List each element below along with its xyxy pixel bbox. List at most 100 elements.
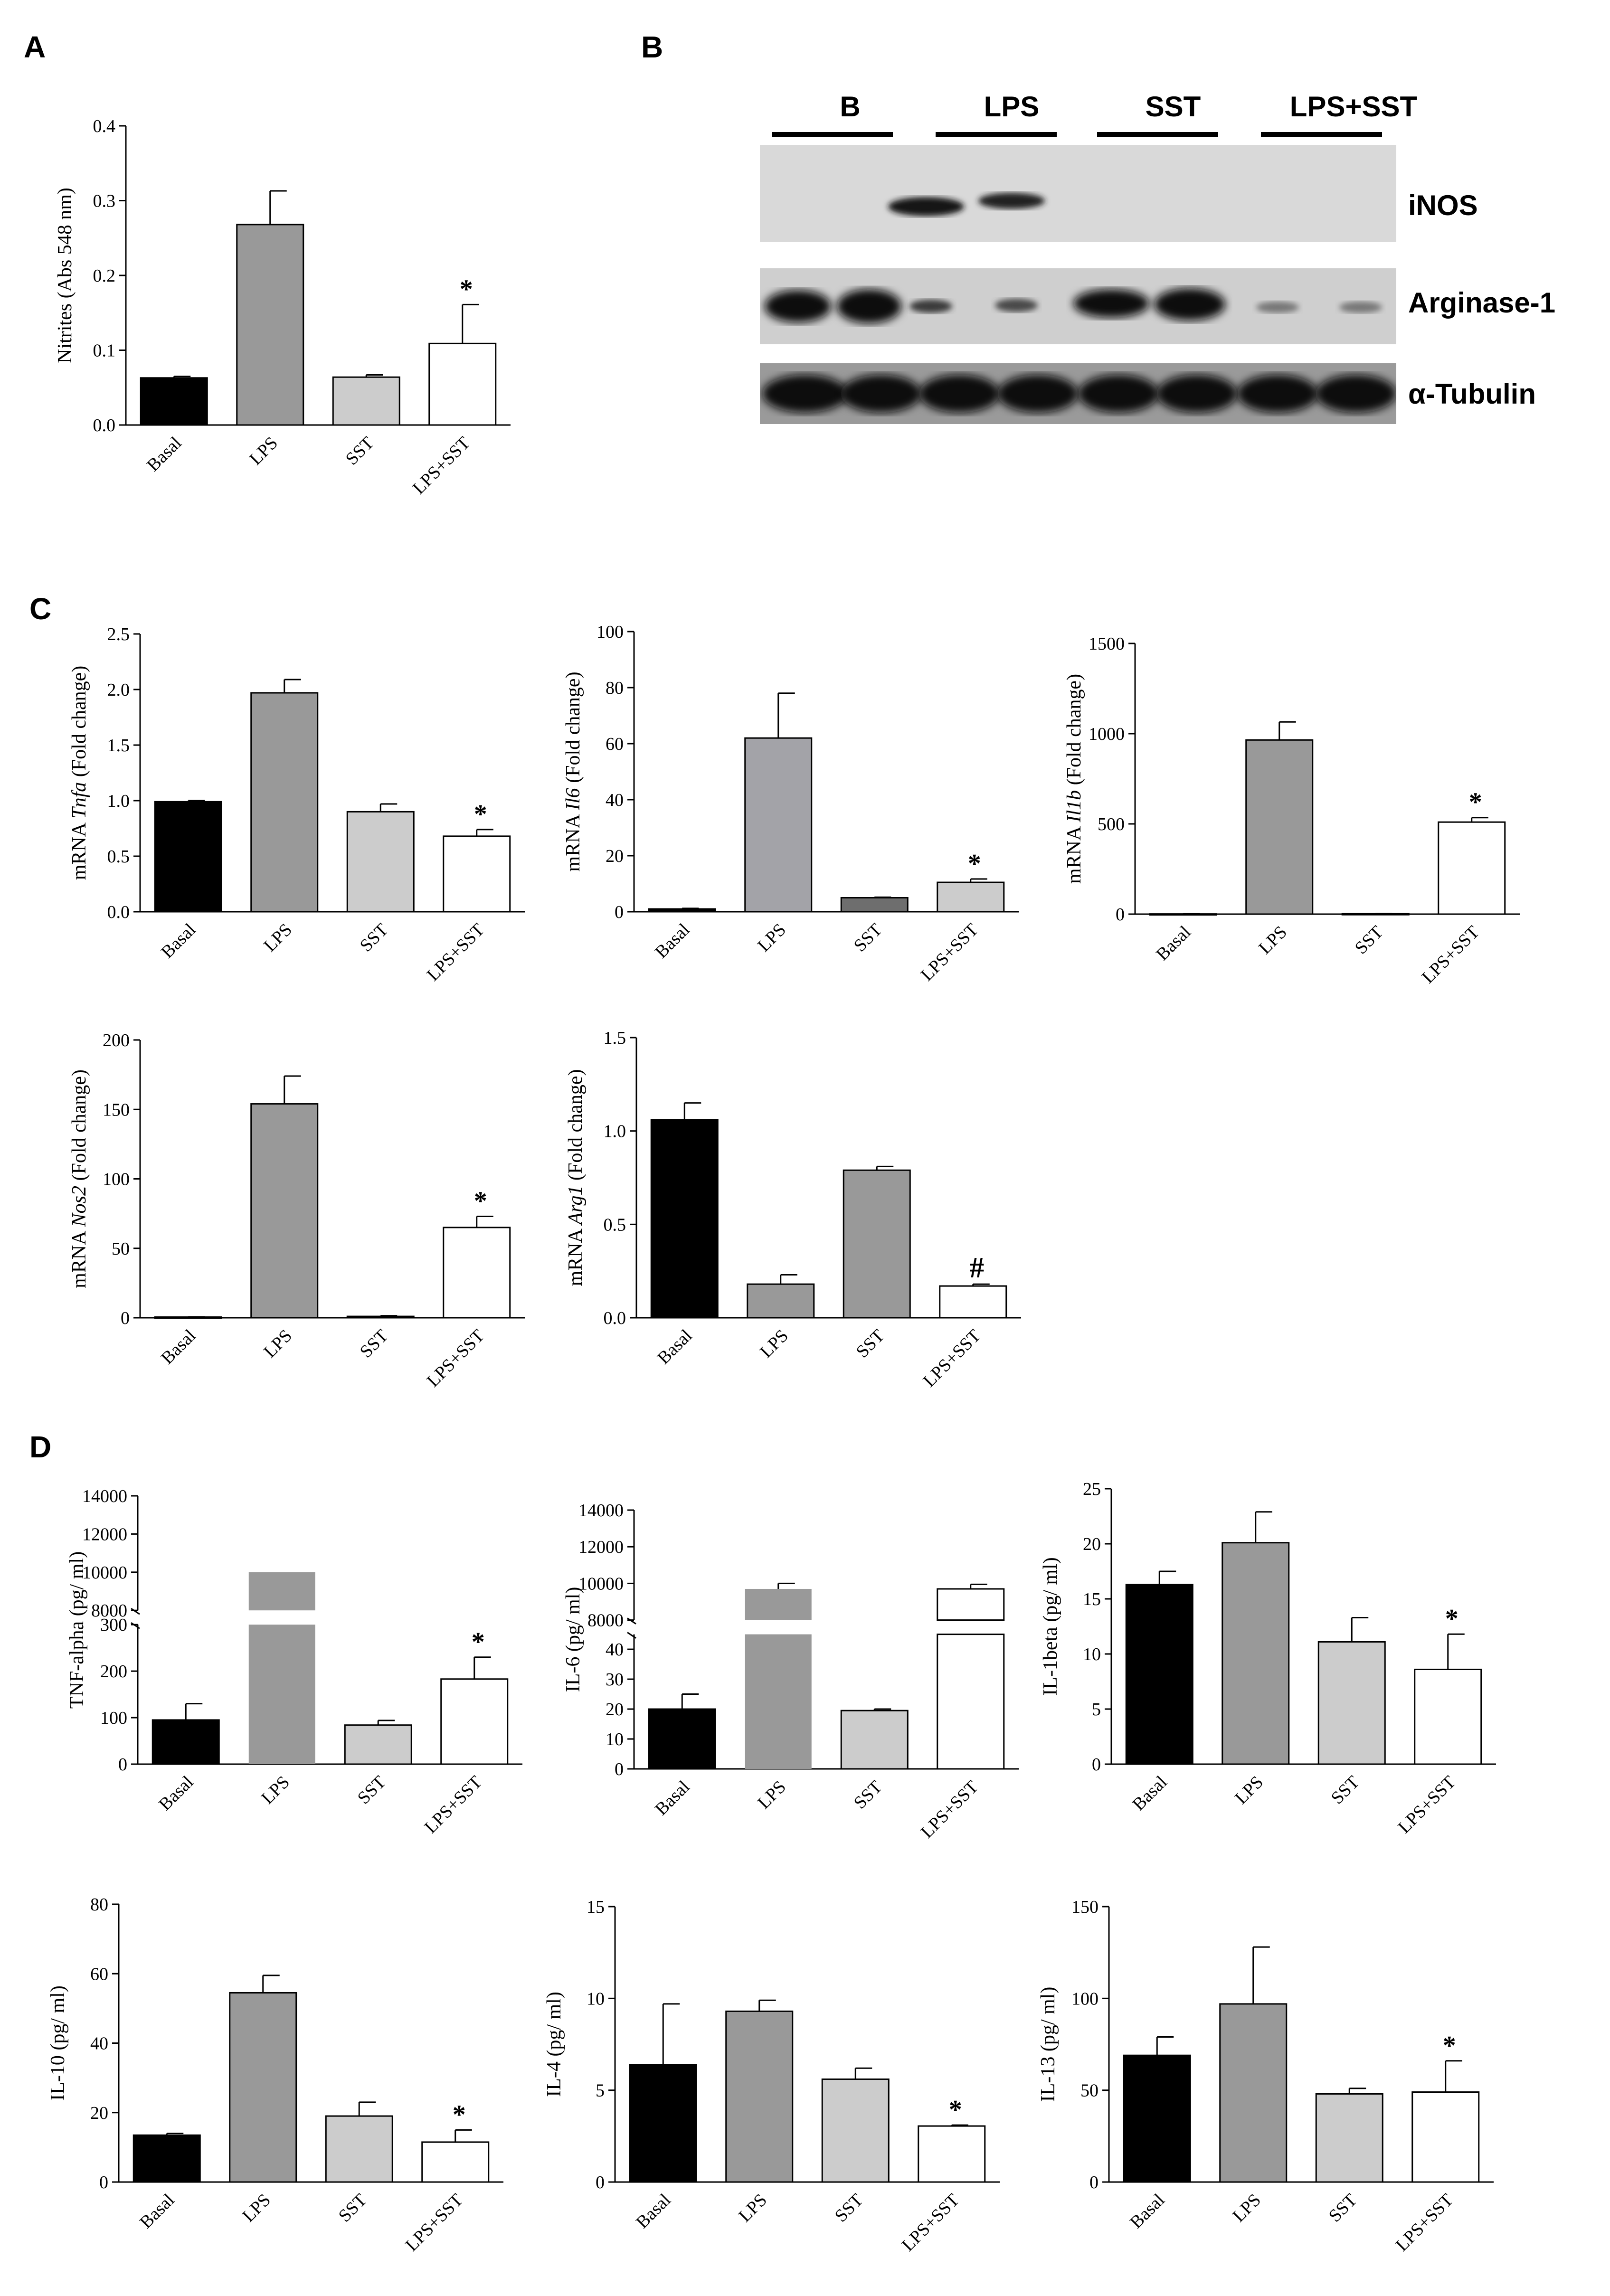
x-tick-label: SST [1325, 2190, 1361, 2226]
x-tick-label: LPS [756, 1326, 792, 1362]
bar-lps-sst [440, 1678, 509, 1765]
y-tick-label: 30 [606, 1670, 624, 1690]
y-tick-label: 20 [90, 2103, 108, 2123]
y-tick-label: 20 [606, 846, 624, 866]
x-tick-label: SST [354, 1772, 390, 1808]
y-tick-label: 150 [1071, 1897, 1099, 1917]
bar-basal [133, 2134, 201, 2183]
x-tick-label: LPS [238, 2190, 275, 2226]
x-tick-label: LPS+SST [409, 433, 474, 498]
significance-mark: * [1469, 788, 1482, 817]
bar-basal [154, 801, 222, 913]
x-tick-label: LPS+SST [1394, 1772, 1459, 1837]
y-tick-label: 15 [1083, 1589, 1101, 1609]
y-tick-label: 40 [606, 790, 624, 810]
bar-sst [346, 811, 415, 913]
bar-sst [840, 1710, 909, 1770]
arg-band-2 [837, 289, 901, 323]
panel-letter-d: D [29, 1430, 52, 1464]
bar-lps [725, 2010, 794, 2183]
significance-mark: * [1445, 1604, 1458, 1634]
arg-band-3 [909, 300, 952, 313]
inos-strip [760, 145, 1396, 242]
chart-d-il1beta: 0 5 10 15 20 25 IL-1beta (pg/ ml) Basal LPS SST * L… [1040, 1479, 1496, 1837]
bar-basal [1125, 1584, 1193, 1765]
x-tick-label: LPS [754, 1777, 790, 1813]
lane-line-sst [1097, 132, 1218, 137]
y-tick-label: 40 [90, 2034, 108, 2054]
y-axis-label: mRNA Arg1 (Fold change) [565, 1069, 587, 1286]
y-tick-label: 20 [606, 1700, 624, 1720]
y-tick-label: 100 [597, 622, 624, 642]
y-tick-label: 0.1 [93, 341, 116, 361]
bar-sst [1315, 2093, 1383, 2183]
chart-a-nitrites: 0.0 0.1 0.2 0.3 0.4 Nitrites (Abs 548 nm) Basa… [54, 116, 511, 498]
significance-mark: * [474, 800, 487, 829]
y-axis-label-part: Arg1 [565, 1185, 587, 1226]
chart-d-il6: 0 10 20 30 40 8000 10000 12000 14000 IL-6 (pg/ ml… [562, 1501, 1019, 1842]
bar-sst [821, 2078, 890, 2183]
x-tick-label: LPS+SST [1392, 2190, 1457, 2255]
lane-label-lps-sst: LPS+SST [1289, 91, 1418, 123]
bar-lps [250, 1103, 319, 1319]
arg-band-1 [765, 290, 831, 322]
y-tick-label: 0.2 [93, 266, 116, 286]
y-tick-label: 0.5 [604, 1215, 626, 1235]
chart-d-il13: 0 50 100 150 IL-13 (pg/ ml) Basal LPS SST * LPS+S… [1037, 1897, 1494, 2255]
lane-label-sst: SST [1145, 91, 1201, 123]
x-tick-label: Basal [155, 1772, 197, 1814]
y-axis-label: mRNA Il1b (Fold change) [1063, 674, 1085, 884]
y-axis-label: IL-13 (pg/ ml) [1037, 1987, 1059, 2102]
x-tick-label: LPS+SST [402, 2190, 467, 2255]
bar-sst [840, 897, 909, 913]
arg-band-8 [1339, 302, 1382, 313]
x-tick-label: Basal [136, 2190, 178, 2232]
bar-lps-sst [421, 2141, 490, 2183]
bar-sst [843, 1169, 911, 1319]
y-tick-label: 0.3 [93, 191, 116, 211]
y-tick-label: 60 [90, 1964, 108, 1984]
x-tick-label: Basal [1152, 922, 1194, 964]
y-tick-label: 40 [606, 1640, 624, 1660]
x-tick-label: LPS [754, 920, 790, 956]
x-tick-label: LPS+SST [917, 1777, 982, 1842]
x-tick-label: Basal [157, 920, 199, 962]
x-tick-label: LPS+SST [421, 1772, 486, 1837]
tub-band-3 [919, 375, 1000, 413]
x-tick-label: LPS+SST [898, 2190, 963, 2255]
chart-c-il6: 0 20 40 60 80 100 mRNA Il6 (Fold change) Basal L… [562, 622, 1019, 985]
y-tick-label: 0 [99, 2173, 108, 2192]
y-axis-label-part: mRNA [68, 1227, 90, 1288]
x-tick-label: Basal [651, 1777, 693, 1819]
y-tick-label: 25 [1083, 1479, 1101, 1499]
axis-break-mark [627, 1632, 636, 1639]
y-tick-label: 10000 [578, 1574, 624, 1594]
x-tick-label: SST [1351, 922, 1387, 958]
x-tick-label: SST [850, 1777, 886, 1813]
bar-lps-upper [745, 1588, 812, 1620]
x-tick-label: SST [831, 2190, 867, 2226]
lane-label-b: B [840, 91, 861, 123]
bar-sst [325, 2115, 393, 2183]
y-axis-label: mRNA Il6 (Fold change) [562, 671, 584, 871]
y-tick-label: 0 [615, 902, 624, 922]
y-axis-label: TNF-alpha (pg/ ml) [66, 1551, 88, 1709]
y-tick-label: 200 [100, 1662, 127, 1682]
y-axis-label-part: Il6 [562, 788, 584, 811]
bar-sst [346, 1315, 415, 1319]
panel-letter-b: B [641, 30, 663, 64]
y-tick-label: 0.0 [604, 1308, 626, 1328]
x-tick-label: SST [356, 920, 392, 956]
tub-band-8 [1316, 375, 1396, 413]
x-tick-label: Basal [1126, 2190, 1168, 2232]
inos-band-lps-1 [888, 197, 964, 216]
y-tick-label: 0 [118, 1755, 127, 1775]
y-axis-label-part: (Fold change) [562, 671, 584, 788]
y-tick-label: 10 [587, 1989, 605, 2009]
arg-band-5 [1073, 289, 1149, 318]
arg-band-6 [1154, 288, 1225, 321]
x-tick-label: Basal [632, 2190, 674, 2232]
x-tick-label: Basal [143, 433, 185, 475]
blot-image [760, 145, 1396, 424]
